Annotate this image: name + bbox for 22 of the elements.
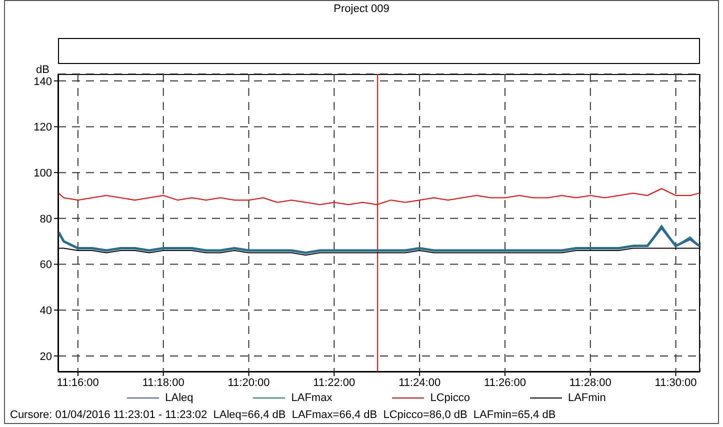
- x-tick-label: 11:18:00: [142, 376, 184, 389]
- y-tick-label: 40: [40, 305, 52, 318]
- x-tick-label: 11:30:00: [654, 376, 697, 389]
- y-tick-label: 140: [34, 76, 52, 88]
- y-tick-label: 60: [40, 259, 52, 272]
- text: Cursore: 01/04/2016 11:23:01 - 11:23:02 LAleq=66,4 dB LAFmax=66,4 dB LCpicco=86,0 dB LAFmin=65,4 dB: [10, 409, 556, 421]
- y-tick-label: 120: [34, 122, 52, 134]
- x-tick-label: 11:20:00: [228, 376, 270, 389]
- legend-label: LAFmax: [291, 392, 332, 404]
- x-tick-label: 11:16:00: [56, 376, 99, 389]
- y-tick-label: 80: [40, 213, 52, 226]
- y-tick-label: 100: [34, 167, 52, 180]
- chart-title: Project 009: [332, 3, 390, 15]
- legend-label: LAFmin: [568, 392, 606, 404]
- legend-label: LCpicco: [430, 392, 470, 404]
- x-tick-label: 11:26:00: [484, 376, 526, 389]
- y-axis-title: dB: [36, 64, 50, 76]
- x-tick-label: 11:22:00: [313, 376, 356, 389]
- x-tick-label: 11:28:00: [569, 376, 612, 389]
- x-tick-label: 11:24:00: [398, 376, 441, 389]
- y-tick-label: 20: [40, 350, 52, 363]
- legend-label: LAleq: [165, 392, 194, 404]
